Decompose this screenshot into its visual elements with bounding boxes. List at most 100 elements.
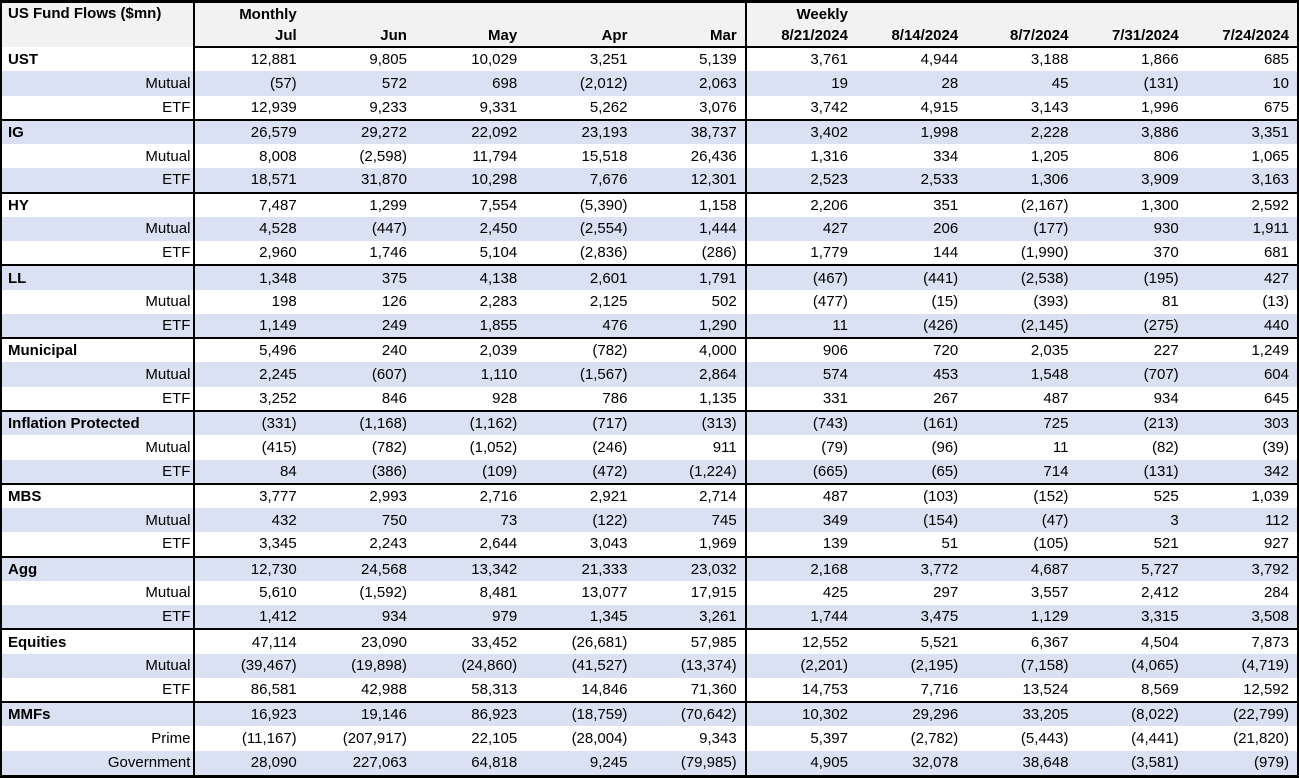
header-spacer (525, 3, 636, 25)
data-cell: 14,753 (744, 677, 856, 703)
row-label-sub: Mutual (2, 289, 196, 314)
data-cell: (26,681) (525, 628, 636, 654)
data-cell: 2,245 (194, 362, 305, 387)
data-cell: 1,866 (1141, 51, 1179, 69)
data-cell: 10 (1186, 71, 1297, 96)
data-cell: 3 (1076, 508, 1187, 533)
header-spacer (414, 3, 526, 25)
data-cell: (331) (194, 409, 305, 436)
data-cell: (65) (855, 459, 967, 484)
data-cell: 2,039 (414, 337, 526, 363)
data-cell: 1,998 (855, 118, 967, 145)
data-cell: 3,043 (589, 535, 628, 553)
data-cell: (103) (855, 482, 967, 509)
data-cell: (1,224) (635, 459, 746, 484)
data-cell: 26,579 (194, 118, 305, 145)
data-cell: 572 (304, 71, 415, 96)
data-cell: 1,039 (1186, 482, 1297, 509)
data-cell: (415) (261, 438, 297, 456)
row-label-sub: ETF (2, 95, 196, 120)
data-cell: (15) (931, 293, 959, 311)
data-cell: 1,110 (414, 362, 526, 387)
data-cell: 3,351 (1186, 118, 1297, 145)
data-cell: 1,205 (1030, 147, 1069, 165)
data-cell: 1,345 (525, 605, 636, 630)
data-cell: 16,923 (194, 701, 305, 727)
data-table: US Fund Flows ($mn) Monthly Weekly Jul J… (2, 3, 1297, 775)
data-cell: 806 (1153, 147, 1179, 165)
header-spacer (635, 3, 746, 25)
data-cell: 425 (744, 580, 856, 606)
data-cell: 1,855 (414, 313, 526, 339)
table-row: ETF 1,412 934 979 1,345 3,261 1,744 3,475 1,129 3… (2, 605, 1297, 630)
row-label-sub: ETF (2, 532, 196, 557)
data-cell: 3,886 (1076, 118, 1187, 145)
data-cell: 2,714 (635, 482, 746, 509)
table-row: Mutual (39,467) (19,898) (24,860) (41,527) (1… (2, 653, 1297, 678)
data-cell: (41,527) (525, 653, 636, 678)
data-cell: 22,092 (414, 118, 526, 145)
table-title: US Fund Flows ($mn) (2, 3, 196, 47)
data-cell: 139 (744, 532, 856, 557)
data-cell: 1,911 (1186, 216, 1297, 242)
data-cell: 5,727 (1076, 555, 1187, 581)
data-cell: (152) (966, 482, 1077, 509)
data-cell: 47,114 (194, 628, 305, 654)
data-cell: 3,188 (1030, 51, 1069, 69)
row-label-group: UST (2, 47, 196, 72)
data-cell: 2,228 (966, 118, 1077, 145)
table-row: ETF 18,571 31,870 10,298 7,676 12,301 2,523 2,5… (2, 168, 1297, 193)
table-row: Mutual 2,245 (607) 1,110 (1,567) 2,864 574 453 1… (2, 362, 1297, 387)
data-cell: 3,742 (744, 95, 856, 120)
data-cell: (782) (371, 438, 407, 456)
table-row: MMFs 16,923 19,146 86,923 (18,759) (70,642) 10… (2, 701, 1297, 727)
row-label-sub: Government (2, 750, 196, 775)
data-cell: 745 (635, 508, 746, 533)
data-cell: 331 (744, 386, 856, 411)
data-cell: 32,078 (855, 750, 967, 775)
data-cell: (743) (744, 409, 856, 436)
data-cell: 303 (1186, 409, 1297, 436)
data-cell: 351 (855, 191, 967, 217)
data-cell: 12,592 (1243, 681, 1289, 699)
data-cell: 453 (855, 362, 967, 387)
row-label-sub: Mutual (2, 580, 196, 606)
data-cell: (21,820) (1233, 730, 1289, 748)
data-cell: 4,000 (635, 337, 746, 363)
section-label-weekly: Weekly (744, 3, 856, 25)
data-cell: 1,290 (635, 313, 746, 339)
data-cell: (467) (744, 264, 856, 290)
data-cell: 19,146 (304, 701, 415, 727)
table-header: US Fund Flows ($mn) Monthly Weekly Jul J… (2, 3, 1297, 48)
table-row: Mutual 5,610 (1,592) 8,481 13,077 17,915 425 29… (2, 580, 1297, 606)
row-label-sub: ETF (2, 459, 196, 484)
data-cell: 786 (602, 389, 628, 407)
data-cell: 2,644 (479, 535, 518, 553)
data-cell: 2,243 (369, 535, 407, 553)
data-cell: (2,167) (966, 191, 1077, 217)
data-cell: 112 (1186, 508, 1297, 533)
data-cell: 9,245 (525, 750, 636, 775)
data-cell: 3,792 (1186, 555, 1297, 581)
data-cell: 13,524 (1022, 681, 1069, 699)
data-cell: 240 (304, 337, 415, 363)
data-cell: 1,444 (635, 216, 746, 242)
data-cell: 1,249 (1186, 337, 1297, 363)
data-cell: 10,298 (414, 168, 526, 193)
data-cell: 1,129 (966, 605, 1077, 630)
data-cell: 33,452 (414, 628, 526, 654)
data-cell: (8,022) (1076, 701, 1187, 727)
data-cell: (5,443) (1020, 730, 1069, 748)
data-cell: 297 (933, 584, 959, 602)
data-cell: 227,063 (304, 750, 415, 775)
data-cell: 1,299 (304, 191, 415, 217)
data-cell: 681 (1263, 244, 1289, 262)
data-cell: 3,251 (589, 51, 628, 69)
data-cell: (57) (194, 71, 305, 96)
table-row: Government 28,090 227,063 64,818 9,245 (79,98… (2, 750, 1297, 775)
table-row: Prime (11,167) (207,917) 22,105 (28,004) 9,34… (2, 726, 1297, 751)
header-row-columns: Jul Jun May Apr Mar 8/21/2024 8/14/2024 … (2, 25, 1297, 48)
column-header-jun: Jun (304, 25, 415, 48)
data-cell: (39) (1262, 438, 1289, 456)
